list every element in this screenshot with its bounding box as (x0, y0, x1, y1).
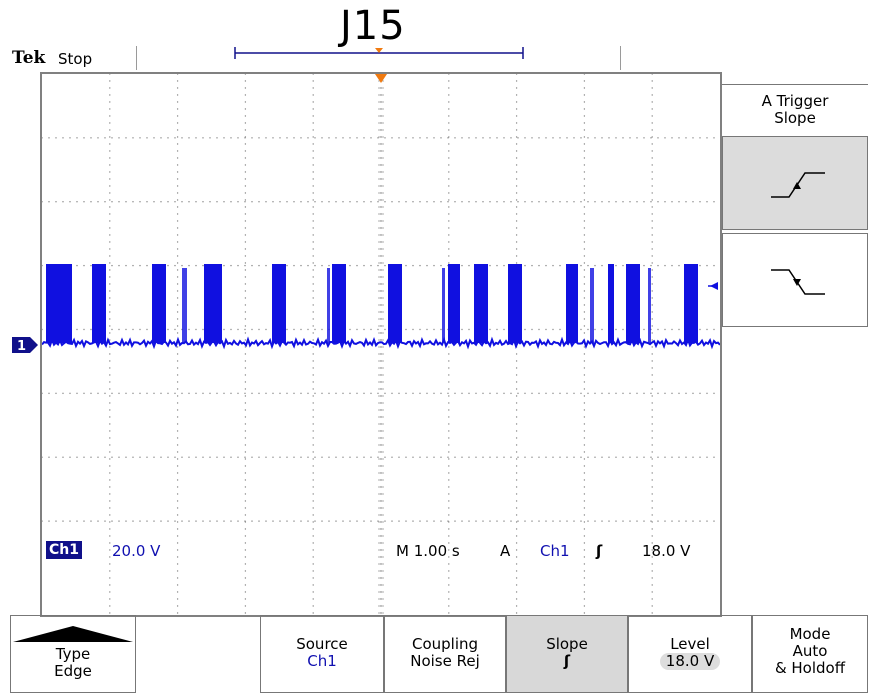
falling-edge-option[interactable] (722, 233, 868, 327)
brand-logo: Tek (12, 48, 46, 68)
source-label: Source (296, 635, 348, 653)
waveform-burst (152, 264, 166, 343)
record-view-bar (234, 47, 524, 59)
level-value: 18.0 V (659, 653, 721, 670)
volts-per-div-readout: 20.0 V (112, 542, 161, 560)
header-divider (136, 46, 137, 70)
trigger-mode-button[interactable]: Mode Auto & Holdoff (752, 615, 868, 693)
trigger-position-marker (375, 74, 387, 83)
waveform-burst (448, 264, 460, 343)
waveform-display[interactable] (40, 72, 722, 617)
side-menu-title-line1: A Trigger (761, 92, 829, 110)
timebase-readout: M 1.00 s (396, 542, 460, 560)
scope-title: J15 (340, 3, 406, 49)
trigger-type-button[interactable]: Type Edge (10, 615, 136, 693)
waveform-spike (327, 268, 330, 343)
trigger-level-button[interactable]: Level 18.0 V (628, 615, 752, 693)
type-value: Edge (54, 662, 92, 680)
trigger-level-readout: 18.0 V (642, 542, 691, 560)
waveform-burst (626, 264, 640, 343)
waveform-burst (46, 264, 72, 343)
waveform-burst (332, 264, 346, 343)
side-menu-title-line2: Slope (774, 109, 816, 127)
coupling-label: Coupling (411, 635, 479, 653)
waveform-baseline (42, 336, 720, 350)
waveform-burst (474, 264, 488, 343)
coupling-value: Noise Rej (410, 652, 480, 670)
level-label: Level (670, 635, 710, 653)
waveform-spike (182, 268, 187, 343)
slope-label: Slope (546, 635, 588, 653)
waveform-burst (92, 264, 106, 343)
waveform-burst (388, 264, 402, 343)
rising-edge-icon (771, 172, 825, 198)
waveform-spike (590, 268, 594, 343)
waveform-burst (272, 264, 286, 343)
menu-up-arrow-icon (13, 626, 133, 642)
acquisition-state: Stop (58, 50, 93, 68)
channel-1-ground-marker: 1 (12, 337, 38, 354)
header-divider (620, 46, 621, 70)
side-menu: A Trigger Slope (722, 84, 868, 328)
falling-edge-icon (771, 269, 825, 295)
type-label: Type (55, 645, 91, 663)
slope-value: ʃ (563, 652, 571, 670)
trigger-source-readout: Ch1 (540, 542, 570, 560)
waveform-burst (566, 264, 578, 343)
mode-label: Mode (789, 625, 831, 643)
waveform-burst (684, 264, 698, 343)
graticule (42, 74, 720, 614)
waveform-burst (608, 264, 614, 343)
rising-edge-option[interactable] (722, 136, 868, 230)
trigger-mode-readout: A (500, 542, 511, 560)
mode-holdoff: & Holdoff (774, 659, 846, 677)
trigger-slope-button[interactable]: Slope ʃ (506, 615, 628, 693)
side-menu-title: A Trigger Slope (722, 84, 868, 127)
waveform-burst (508, 264, 522, 343)
trigger-coupling-button[interactable]: Coupling Noise Rej (384, 615, 506, 693)
source-value: Ch1 (307, 652, 337, 670)
trigger-slope-readout: ʃ (596, 542, 603, 560)
channel-marker-label: 1 (17, 339, 26, 354)
waveform-spike (648, 268, 651, 343)
waveform-spike (62, 268, 66, 343)
channel-readout-tag: Ch1 (46, 541, 82, 559)
mode-value: Auto (792, 642, 828, 660)
waveform-spike (442, 268, 445, 343)
trigger-source-button[interactable]: Source Ch1 (260, 615, 384, 693)
waveform-burst (204, 264, 222, 343)
